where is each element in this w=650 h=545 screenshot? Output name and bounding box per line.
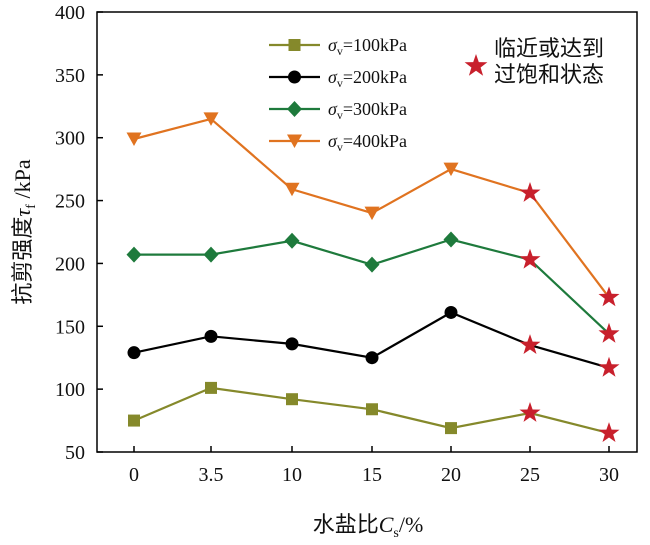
data-point [285, 337, 299, 351]
y-tick-label: 200 [55, 253, 85, 275]
saturation-star-marker [598, 422, 620, 442]
y-tick-label: 50 [65, 442, 85, 464]
data-point [445, 422, 457, 435]
legend-marker [288, 70, 301, 84]
x-axis-title: 水盐比Cs/% [313, 512, 424, 541]
saturation-star-marker [598, 356, 620, 377]
saturation-star-marker [519, 248, 541, 269]
legend-item: σv=300kPa [269, 99, 407, 122]
x-tick-label: 3.5 [199, 464, 224, 486]
legend-marker [287, 101, 302, 117]
legend-star-icon [464, 54, 488, 76]
chart-series [126, 112, 620, 442]
data-point [364, 206, 380, 221]
data-point [126, 246, 142, 263]
x-tick-label: 10 [282, 464, 302, 486]
y-tick-label: 100 [55, 379, 85, 401]
data-point [127, 346, 141, 360]
legend-item: σv=400kPa [269, 131, 407, 154]
legend-item: σv=100kPa [269, 35, 407, 58]
data-point [128, 414, 140, 427]
data-point [203, 112, 219, 126]
plot-frame [96, 11, 638, 453]
data-point [443, 231, 459, 248]
y-tick-label: 150 [55, 316, 85, 338]
legend-label: σv=400kPa [328, 131, 407, 154]
y-axis-title: 抗剪强度τf /kPa [10, 159, 39, 304]
y-tick-label: 250 [55, 191, 85, 213]
data-point [286, 393, 298, 406]
x-tick-label: 30 [599, 464, 619, 486]
legend-item: σv=200kPa [269, 67, 407, 90]
data-point [284, 232, 300, 249]
data-point [365, 351, 379, 365]
data-point [443, 162, 459, 177]
saturation-star-marker [519, 334, 541, 354]
data-point [203, 246, 219, 263]
legend-label: σv=300kPa [328, 99, 407, 122]
data-point [126, 132, 142, 146]
y-tick-label: 350 [55, 65, 85, 87]
legend-label: σv=100kPa [328, 35, 407, 58]
saturation-star-marker [519, 182, 541, 202]
legend-marker [288, 39, 301, 51]
series-300kpa [126, 231, 620, 343]
series-400kpa [126, 112, 620, 307]
legend-marker [287, 134, 302, 148]
series-100kpa [128, 381, 620, 442]
saturation-star-marker [598, 322, 620, 343]
saturation-note-line: 临近或达到 [494, 37, 604, 62]
legend-label: σv=200kPa [328, 67, 407, 90]
y-tick-label: 400 [55, 2, 85, 24]
data-point [444, 305, 458, 319]
chart-legend: σv=100kPa σv=200kPa σv=300kPa σv=400kPa [269, 35, 407, 154]
data-point [204, 329, 218, 343]
x-tick-label: 0 [129, 464, 139, 486]
x-tick-label: 25 [520, 464, 540, 486]
data-point [284, 182, 300, 197]
x-tick-label: 15 [362, 464, 382, 486]
chart-axes [96, 11, 638, 453]
x-tick-label: 20 [441, 464, 461, 486]
saturation-star-marker [598, 286, 620, 307]
data-point [364, 256, 380, 273]
series-200kpa [127, 305, 620, 377]
saturation-star-marker [519, 402, 541, 422]
data-point [366, 403, 378, 416]
y-tick-label: 300 [55, 128, 85, 150]
chart-ticks: 50 100 150 200 250 300 350 400 0 3.5 10 15 20 25 30 [55, 2, 619, 486]
data-point [205, 381, 217, 394]
saturation-note-line: 过饱和状态 [494, 63, 604, 88]
